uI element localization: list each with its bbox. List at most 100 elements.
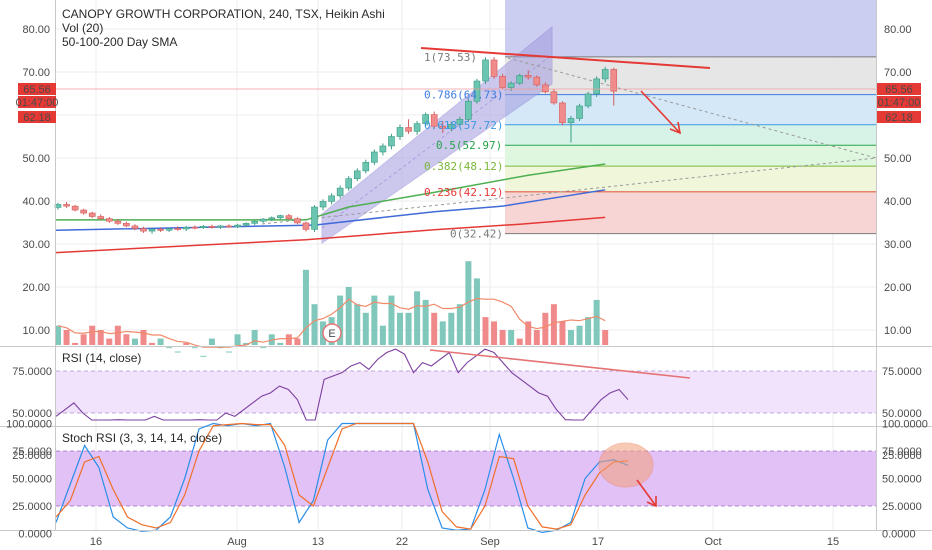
candle-body — [97, 216, 105, 219]
volume-bar — [302, 269, 309, 345]
volume-bar — [191, 347, 198, 349]
candle-body — [371, 151, 378, 163]
price-tick-left: 10.00 — [22, 325, 50, 337]
volume-bar — [354, 304, 361, 345]
candle-body — [430, 114, 438, 127]
volume-bar — [397, 312, 403, 345]
volume-bar — [576, 325, 583, 345]
down-arrow-icon — [640, 90, 682, 135]
candle-body — [225, 225, 233, 228]
volume-bar — [448, 312, 455, 345]
candle-body — [123, 223, 130, 227]
rsi-tick-left: 25.0000 — [12, 450, 52, 462]
price-tick-left: 80.00 — [22, 24, 50, 36]
volume-bar — [157, 338, 164, 345]
volume-bar — [550, 304, 557, 345]
rsi-divergence-line[interactable] — [429, 349, 691, 379]
last-price-badge-right: 65.56 01:47:00 62.18 — [877, 83, 921, 124]
volume-bar — [251, 330, 258, 345]
candle-body — [345, 178, 353, 189]
stoch-tick-left: 50.0000 — [12, 474, 52, 486]
candle-body — [413, 123, 421, 132]
candle-body — [388, 136, 395, 147]
candle-body — [465, 100, 472, 120]
candle-body — [200, 226, 207, 228]
volume-bar — [89, 325, 96, 345]
time-axis-labels[interactable]: 16 Aug 13 22 Sep 17 Oct 15 — [90, 536, 839, 548]
volume-bar — [166, 347, 173, 349]
fib-zone-0618-05 — [505, 125, 876, 145]
volume-bar — [568, 330, 574, 345]
time-tick: 17 — [592, 536, 604, 548]
stoch-axis-labels[interactable]: 100.0000 100.0000 75.0000 75.0000 50.0000 50.… — [6, 419, 928, 541]
volume-label: Vol (20) — [62, 21, 103, 35]
candle-body — [379, 145, 387, 153]
price-axis-labels[interactable]: 80.0080.0070.0070.0060.0060.0050.0050.00… — [22, 24, 911, 337]
volume-bar — [405, 312, 412, 345]
candle-body — [593, 78, 600, 95]
volume-bar — [473, 278, 480, 345]
volume-bar — [525, 321, 532, 345]
fib-label: 0.236(42.12) — [424, 186, 503, 199]
countdown-right: 01:47:00 — [878, 97, 921, 109]
rsi-tick-right: 75.0000 — [882, 366, 922, 378]
time-tick: 15 — [827, 536, 839, 548]
fib-level-lines — [505, 56, 876, 235]
stoch-tick-right: 100.0000 — [882, 419, 928, 431]
last-price-left: 65.56 — [23, 84, 51, 96]
candle-body — [294, 218, 301, 224]
volume-bar — [106, 338, 113, 345]
volume-bar — [482, 317, 489, 345]
fib-labels: 1(73.53) 0.786(64.73) 0.618(57.72) 0.5(52.9… — [424, 51, 503, 241]
price-tick-right: 70.00 — [884, 67, 912, 79]
candle-body — [276, 215, 284, 219]
candle-body — [610, 69, 618, 92]
price-tick-right: 40.00 — [884, 196, 912, 208]
volume-bar — [345, 287, 352, 345]
volume-bar — [371, 295, 378, 345]
fib-zone-top — [505, 0, 876, 57]
volume-bar — [456, 304, 463, 345]
volume-bar — [277, 342, 284, 345]
resistance-trendline[interactable] — [420, 47, 711, 69]
candle-body — [63, 204, 70, 207]
fib-label: 0.382(48.12) — [424, 160, 503, 173]
stoch-d-line — [55, 422, 629, 530]
candle-body — [396, 127, 404, 137]
rsi-axis-labels[interactable]: 75.0000 75.0000 50.0000 50.0000 25.0000 25.00… — [12, 366, 922, 462]
earnings-marker[interactable]: E — [322, 323, 342, 343]
stoch-tick-right: 75.0000 — [882, 446, 922, 458]
candle-body — [319, 201, 327, 208]
price-tick-right: 10.00 — [884, 325, 912, 337]
time-tick: 16 — [90, 536, 102, 548]
volume-bar — [414, 291, 421, 345]
volume-bar — [63, 330, 70, 345]
candle-body — [71, 205, 79, 211]
fib-label: 0.786(64.73) — [424, 89, 503, 102]
candle-body — [559, 102, 566, 124]
candle-body — [516, 75, 524, 84]
volume-bar — [379, 325, 386, 345]
stoch-highlight-circle[interactable] — [598, 442, 654, 488]
price-tick-left: 30.00 — [22, 239, 50, 251]
stoch-tick-left: 0.0000 — [18, 529, 52, 541]
candle-body — [328, 195, 335, 202]
sma-label: 50-100-200 Day SMA — [62, 35, 177, 49]
fib-zone-0786-0618 — [505, 95, 876, 125]
volume-bar — [559, 321, 566, 345]
candle-body — [353, 170, 361, 179]
candle-body — [507, 82, 515, 88]
volume-bar — [508, 330, 515, 345]
time-tick: 13 — [312, 536, 324, 548]
candle-body — [524, 75, 532, 78]
volume-bar — [174, 351, 181, 353]
price-tick-right: 80.00 — [884, 24, 912, 36]
candle-body — [533, 76, 541, 86]
volume-bar — [140, 330, 147, 345]
price-tick-right: 20.00 — [884, 282, 912, 294]
candle-body — [174, 228, 181, 230]
low-price-left: 62.18 — [23, 112, 51, 124]
candle-body — [217, 225, 224, 228]
volume-bar — [465, 261, 472, 345]
